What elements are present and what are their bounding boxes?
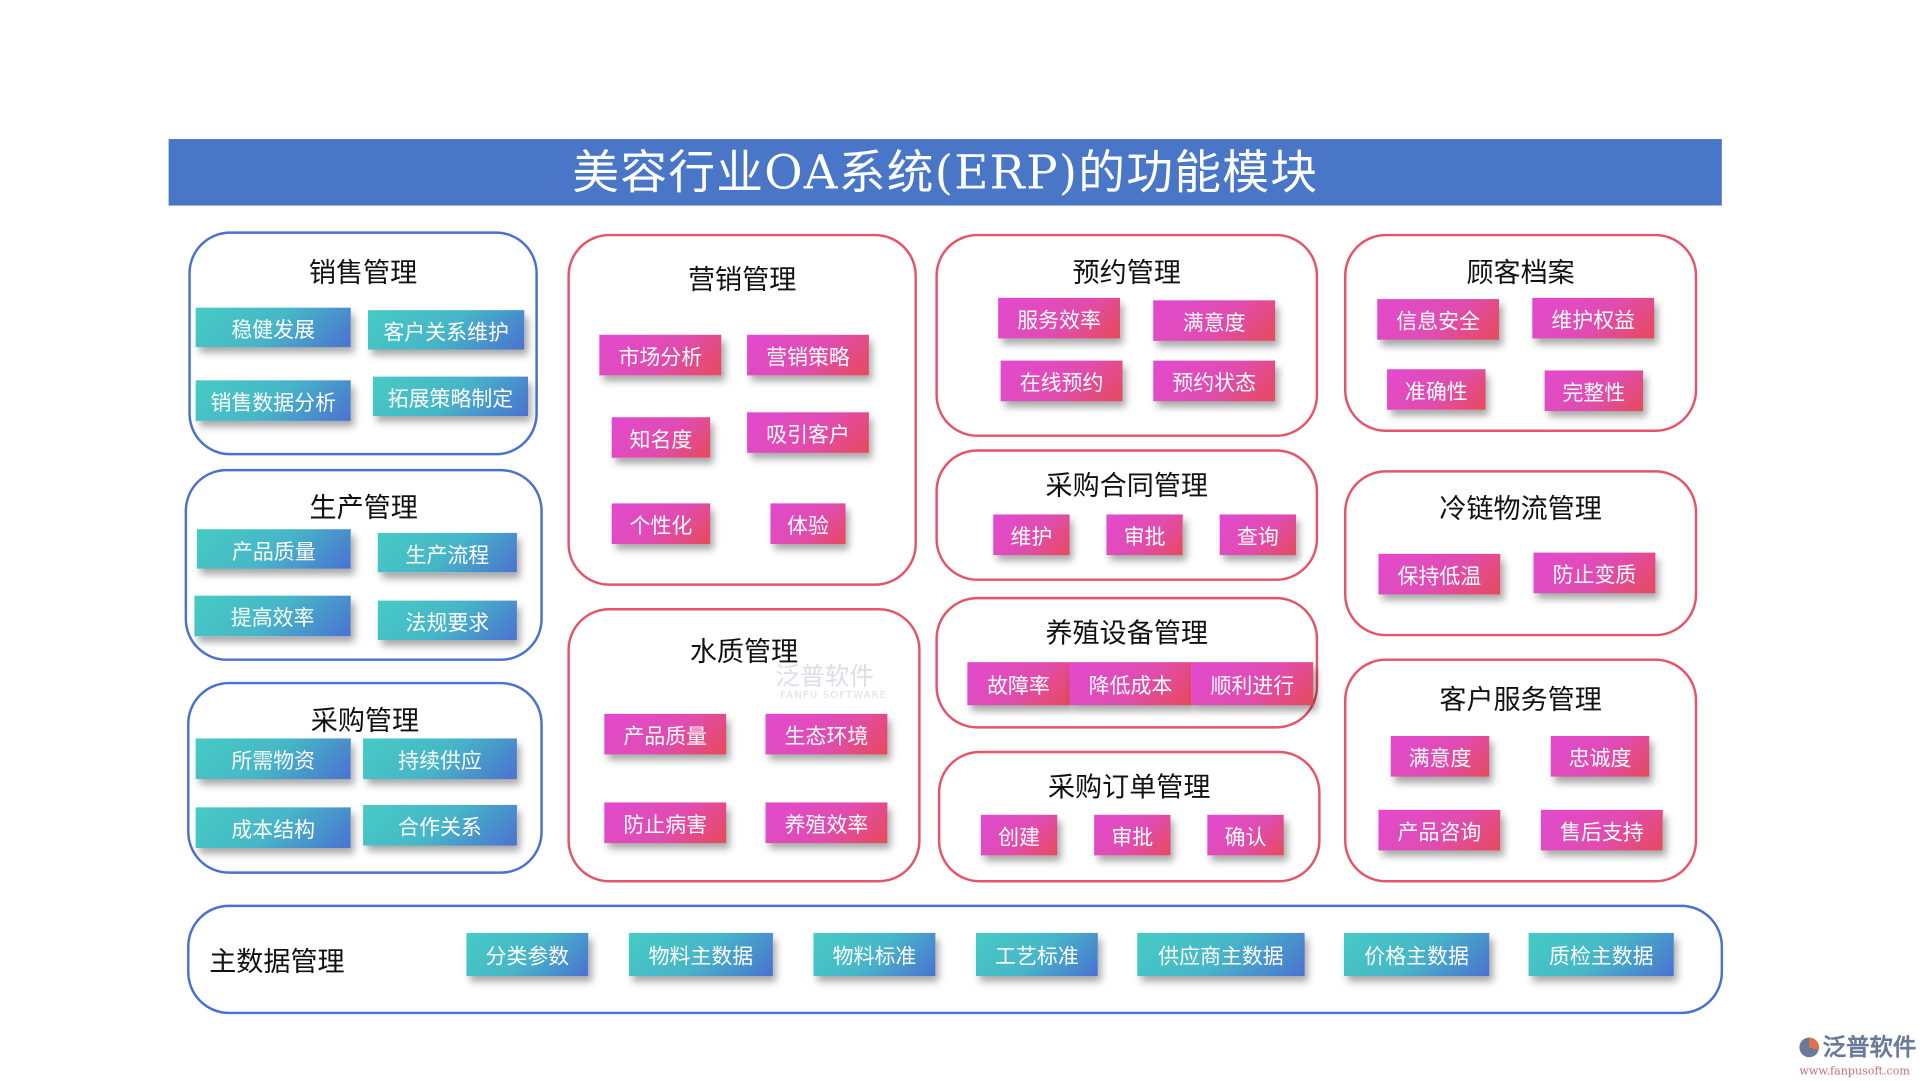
feature-chip: 生产流程 bbox=[377, 532, 517, 573]
feature-chip: 销售数据分析 bbox=[195, 380, 351, 421]
logo-text: 泛普软件 bbox=[1822, 1033, 1917, 1061]
watermark-text: 泛普软件 bbox=[775, 660, 874, 691]
feature-chip: 所需物资 bbox=[195, 738, 351, 780]
feature-chip: 产品质量 bbox=[604, 713, 727, 755]
feature-chip: 法规要求 bbox=[377, 600, 517, 640]
feature-chip: 拓展策略制定 bbox=[372, 376, 528, 416]
feature-chip: 维护权益 bbox=[1532, 297, 1655, 339]
feature-chip: 忠诚度 bbox=[1550, 735, 1650, 777]
module-title: 顾客档案 bbox=[1466, 258, 1575, 290]
logo-url: www.fanpusoft.com bbox=[1799, 1065, 1910, 1079]
feature-chip: 审批 bbox=[1106, 514, 1183, 556]
feature-chip: 成本结构 bbox=[195, 807, 351, 848]
feature-chip: 故障率 bbox=[967, 662, 1070, 706]
module-title: 生产管理 bbox=[309, 493, 418, 525]
feature-chip: 稳健发展 bbox=[195, 307, 351, 348]
module-title: 销售管理 bbox=[308, 258, 418, 290]
module-title: 养殖设备管理 bbox=[1045, 619, 1208, 650]
feature-chip: 分类参数 bbox=[466, 932, 589, 976]
module-title: 采购管理 bbox=[310, 706, 420, 738]
feature-chip: 查询 bbox=[1219, 514, 1296, 556]
feature-chip: 在线预约 bbox=[1000, 360, 1123, 402]
watermark-sub: FANPU SOFTWARE bbox=[780, 689, 888, 701]
feature-chip: 生态环境 bbox=[765, 713, 888, 755]
module-title: 冷链物流管理 bbox=[1439, 494, 1602, 526]
feature-chip: 个性化 bbox=[611, 503, 711, 544]
module-title: 客户服务管理 bbox=[1439, 685, 1602, 717]
module-title: 采购合同管理 bbox=[1045, 471, 1208, 503]
module-title: 营销管理 bbox=[687, 265, 797, 297]
feature-chip: 工艺标准 bbox=[975, 932, 1098, 976]
feature-chip: 完整性 bbox=[1544, 370, 1644, 412]
feature-chip: 防止变质 bbox=[1533, 552, 1656, 594]
feature-chip: 物料标准 bbox=[813, 932, 936, 976]
feature-chip: 产品质量 bbox=[196, 529, 351, 569]
feature-chip: 维护 bbox=[993, 514, 1070, 556]
feature-chip: 知名度 bbox=[611, 417, 711, 458]
feature-chip: 预约状态 bbox=[1153, 360, 1276, 402]
diagram-title: 美容行业OA系统(ERP)的功能模块 bbox=[168, 139, 1722, 206]
module-title: 水质管理 bbox=[689, 637, 799, 669]
feature-chip: 保持低温 bbox=[1378, 553, 1501, 595]
feature-chip: 营销策略 bbox=[747, 334, 869, 376]
feature-chip: 审批 bbox=[1094, 814, 1171, 856]
logo-icon bbox=[1799, 1037, 1820, 1058]
feature-chip: 合作关系 bbox=[363, 804, 517, 846]
feature-chip: 信息安全 bbox=[1377, 299, 1500, 340]
brand-logo: 泛普软件 bbox=[1799, 1034, 1916, 1061]
feature-chip: 准确性 bbox=[1387, 369, 1486, 410]
feature-chip: 质检主数据 bbox=[1528, 932, 1674, 976]
master-data-title: 主数据管理 bbox=[209, 947, 345, 979]
feature-chip: 持续供应 bbox=[363, 738, 517, 780]
feature-chip: 顺利进行 bbox=[1191, 662, 1314, 706]
module-title: 采购订单管理 bbox=[1047, 772, 1211, 804]
feature-chip: 防止病害 bbox=[604, 802, 727, 844]
watermark: 泛普软件 FANPU SOFTWARE bbox=[775, 662, 887, 701]
feature-chip: 确认 bbox=[1207, 814, 1284, 856]
feature-chip: 服务效率 bbox=[998, 297, 1120, 339]
feature-chip: 降低成本 bbox=[1069, 662, 1192, 706]
feature-chip: 产品咨询 bbox=[1378, 809, 1501, 851]
master-data-box bbox=[187, 904, 1724, 1015]
module-title: 预约管理 bbox=[1072, 258, 1181, 290]
feature-chip: 售后支持 bbox=[1540, 809, 1663, 851]
feature-chip: 养殖效率 bbox=[765, 802, 888, 844]
feature-chip: 创建 bbox=[980, 814, 1058, 856]
feature-chip: 吸引客户 bbox=[747, 412, 869, 453]
feature-chip: 物料主数据 bbox=[628, 932, 773, 976]
feature-chip: 供应商主数据 bbox=[1137, 932, 1305, 976]
feature-chip: 市场分析 bbox=[599, 334, 722, 376]
feature-chip: 价格主数据 bbox=[1343, 932, 1490, 976]
feature-chip: 客户关系维护 bbox=[367, 310, 525, 350]
feature-chip: 满意度 bbox=[1390, 735, 1490, 777]
feature-chip: 体验 bbox=[770, 503, 846, 544]
feature-chip: 提高效率 bbox=[194, 595, 351, 637]
feature-chip: 满意度 bbox=[1153, 300, 1276, 341]
